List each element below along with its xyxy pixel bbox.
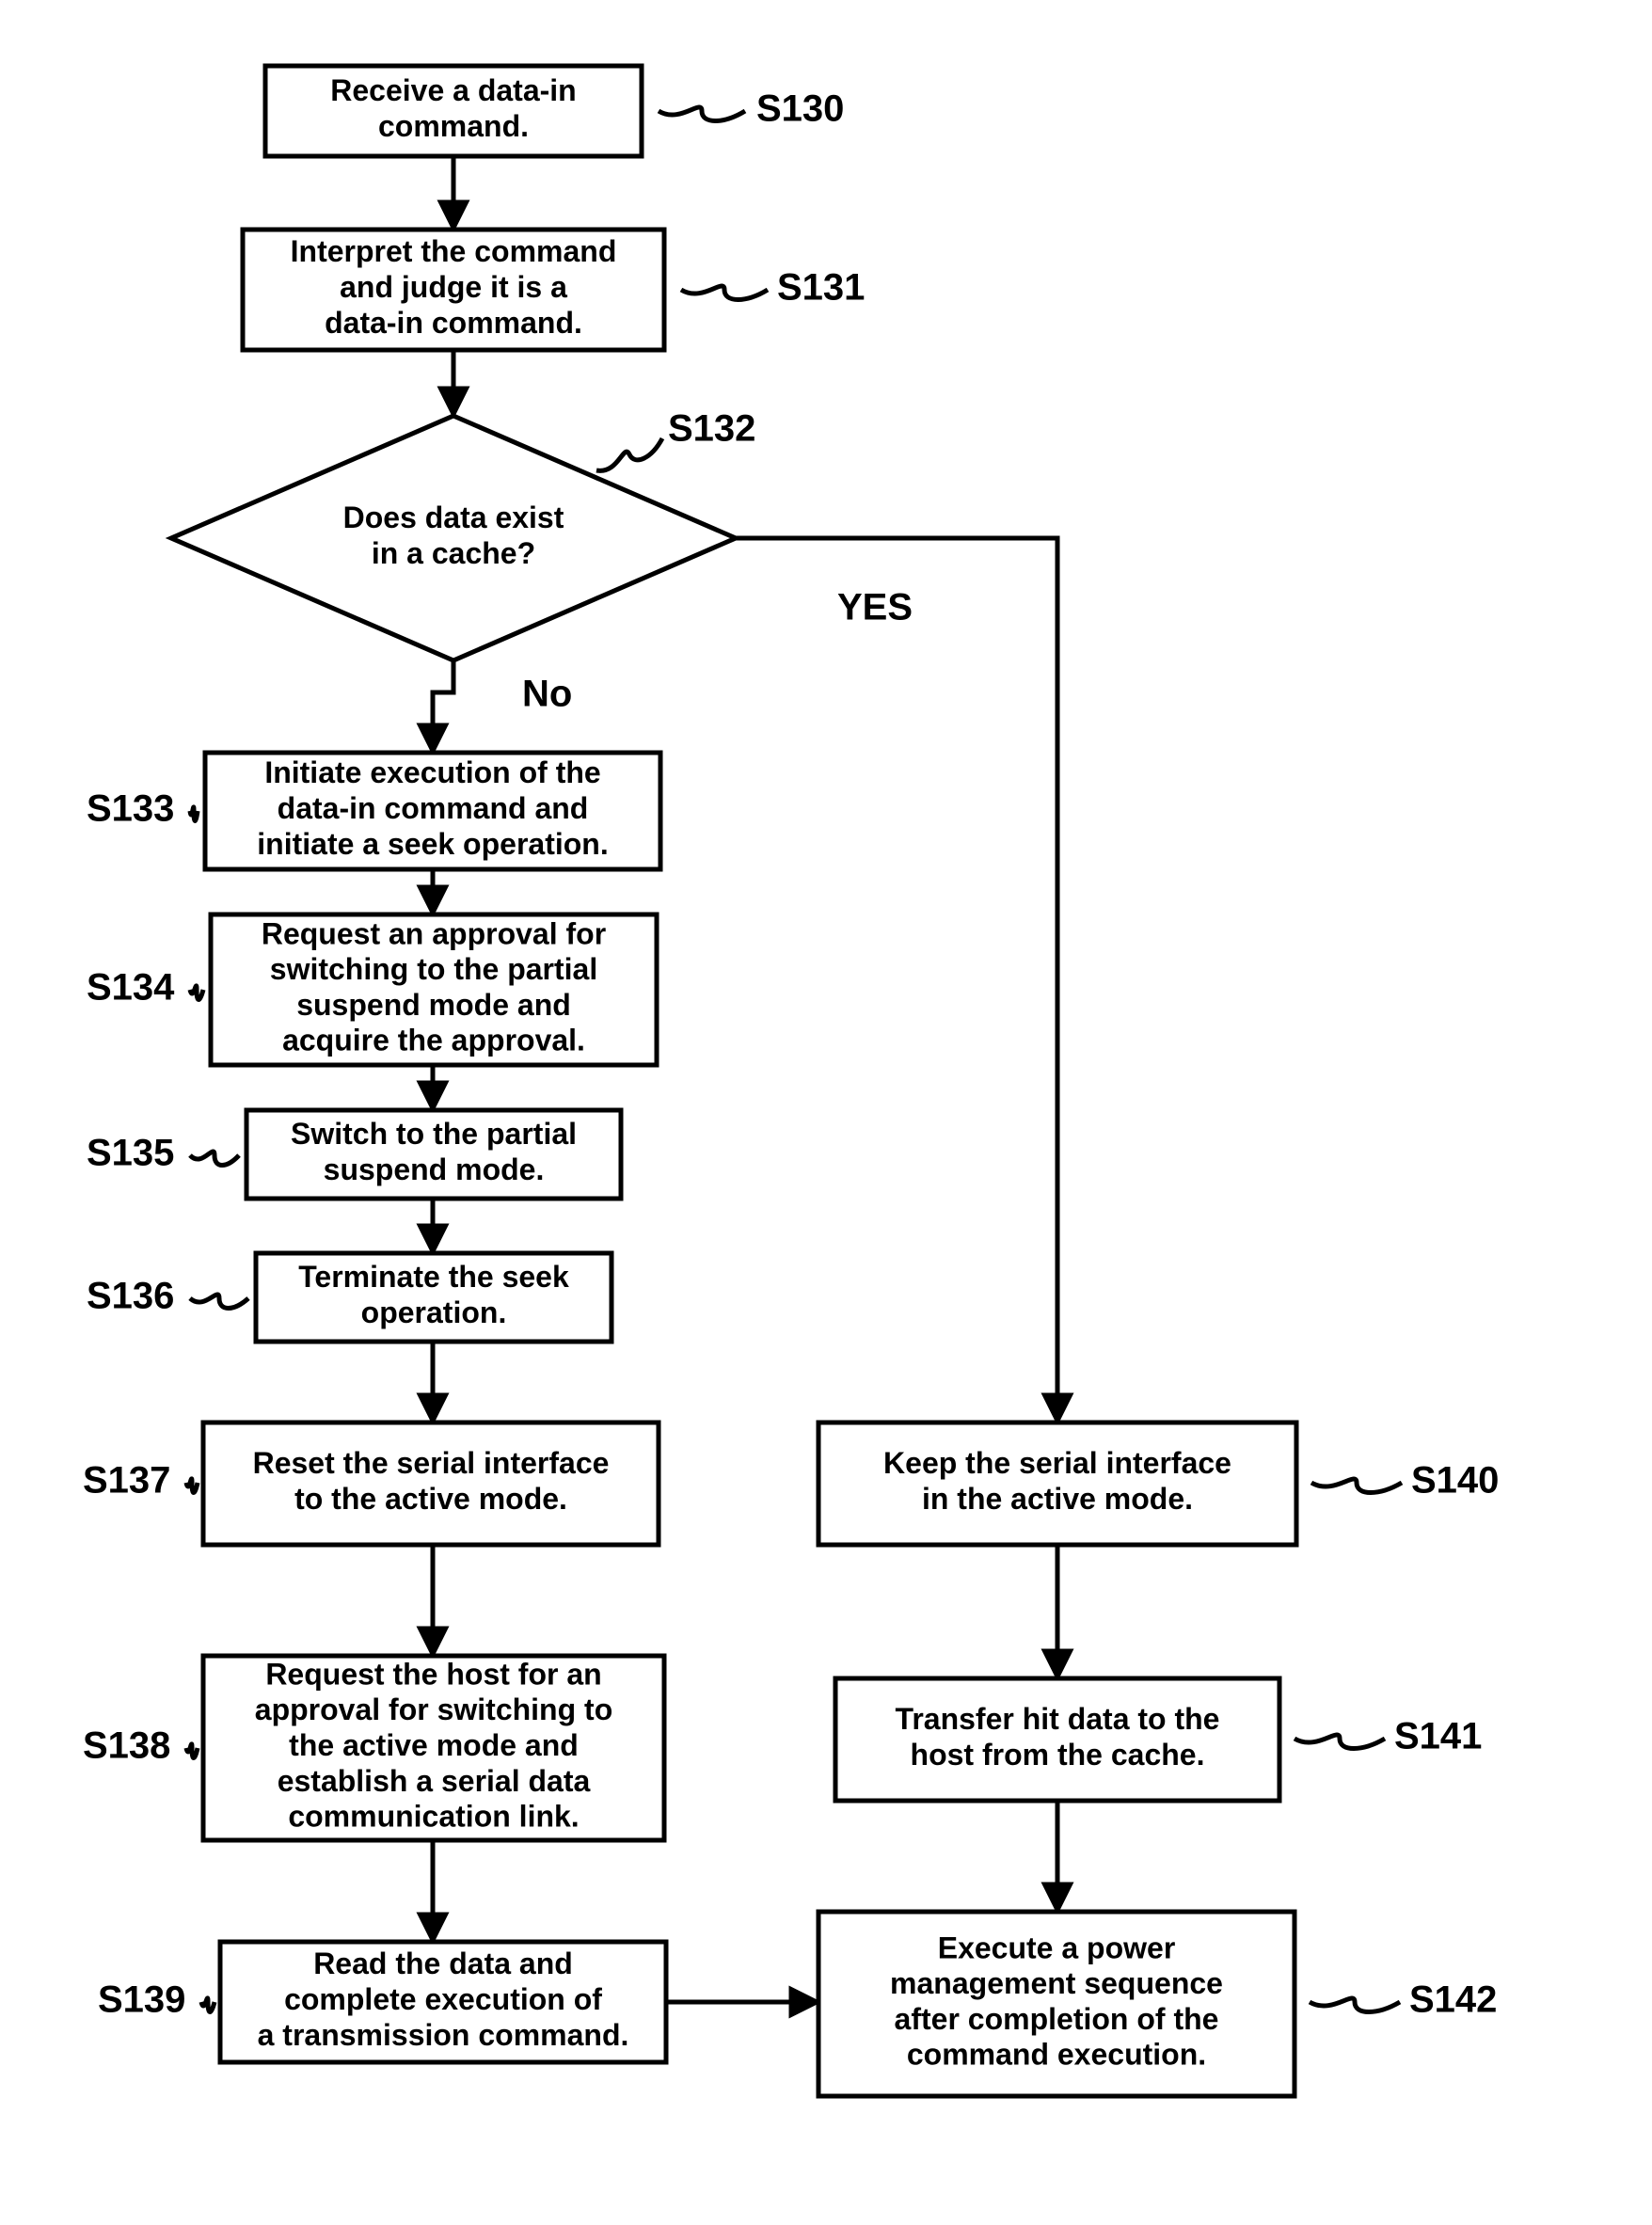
node-text: Execute a powermanagement sequenceafter … xyxy=(890,1931,1223,2072)
callout-squiggle xyxy=(190,986,203,1000)
edge-label: YES xyxy=(837,587,913,628)
step-label: S142 xyxy=(1409,1979,1497,2021)
step-label: S139 xyxy=(98,1979,185,2021)
node-text: Transfer hit data to thehost from the ca… xyxy=(896,1703,1220,1772)
callout-squiggle xyxy=(1295,1735,1385,1749)
callout-squiggle xyxy=(201,1998,214,2012)
step-label: S133 xyxy=(87,788,174,830)
step-label: S130 xyxy=(756,88,844,130)
callout-squiggle xyxy=(1310,1998,1400,2012)
step-label: S137 xyxy=(83,1460,170,1502)
callout-squiggle xyxy=(186,1479,198,1493)
step-label: S140 xyxy=(1411,1460,1499,1502)
node-text: Does data existin a cache? xyxy=(343,501,564,571)
step-label: S134 xyxy=(87,967,175,1009)
callout-squiggle xyxy=(681,286,768,300)
callout-squiggle xyxy=(596,438,662,470)
callout-squiggle xyxy=(659,107,745,121)
callout-squiggle xyxy=(1311,1479,1402,1493)
node-text: Request an approval forswitching to the … xyxy=(262,917,606,1057)
step-label: S131 xyxy=(777,267,865,309)
step-label: S132 xyxy=(668,408,755,450)
node-text: Request the host for anapproval for swit… xyxy=(255,1658,612,1834)
callout-squiggle xyxy=(186,1744,198,1758)
step-label: S141 xyxy=(1394,1716,1482,1757)
flow-connector xyxy=(736,538,1057,1422)
callout-squiggle xyxy=(190,1152,239,1166)
callout-squiggle xyxy=(190,807,198,821)
flow-connector xyxy=(433,660,453,753)
step-label: S135 xyxy=(87,1133,174,1174)
step-label: S136 xyxy=(87,1276,174,1317)
node-text: Initiate execution of thedata-in command… xyxy=(257,756,608,862)
edge-label: No xyxy=(522,674,572,715)
node-text: Keep the serial interfacein the active m… xyxy=(883,1447,1231,1517)
node-text: Reset the serial interfaceto the active … xyxy=(253,1447,610,1517)
callout-squiggle xyxy=(190,1295,248,1309)
step-label: S138 xyxy=(83,1725,170,1767)
node-text: Switch to the partialsuspend mode. xyxy=(291,1118,577,1187)
